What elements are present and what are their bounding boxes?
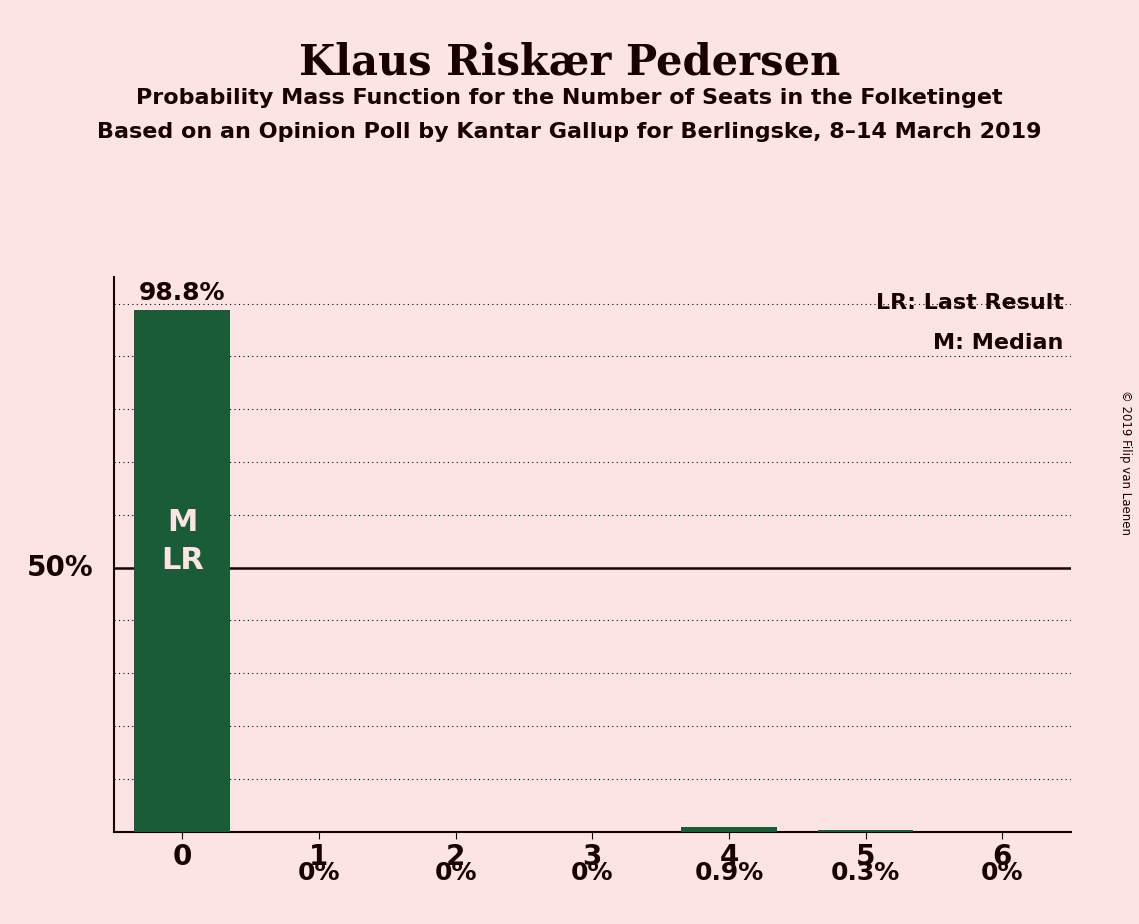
Bar [818, 830, 913, 832]
Text: 0%: 0% [571, 860, 614, 884]
Text: Based on an Opinion Poll by Kantar Gallup for Berlingske, 8–14 March 2019: Based on an Opinion Poll by Kantar Gallu… [97, 122, 1042, 142]
Bar [681, 827, 777, 832]
Text: 0%: 0% [981, 860, 1024, 884]
Text: LR: Last Result: LR: Last Result [876, 293, 1064, 313]
Text: M: Median: M: Median [934, 333, 1064, 353]
Text: Klaus Riskær Pedersen: Klaus Riskær Pedersen [298, 42, 841, 83]
Text: Probability Mass Function for the Number of Seats in the Folketinget: Probability Mass Function for the Number… [137, 88, 1002, 108]
Bar [134, 310, 230, 832]
Text: 50%: 50% [27, 553, 93, 581]
Text: M
LR: M LR [161, 507, 204, 575]
Text: 98.8%: 98.8% [139, 281, 226, 305]
Text: © 2019 Filip van Laenen: © 2019 Filip van Laenen [1118, 390, 1132, 534]
Text: 0.3%: 0.3% [831, 860, 900, 884]
Text: 0.9%: 0.9% [695, 860, 763, 884]
Text: 0%: 0% [434, 860, 477, 884]
Text: 0%: 0% [297, 860, 341, 884]
